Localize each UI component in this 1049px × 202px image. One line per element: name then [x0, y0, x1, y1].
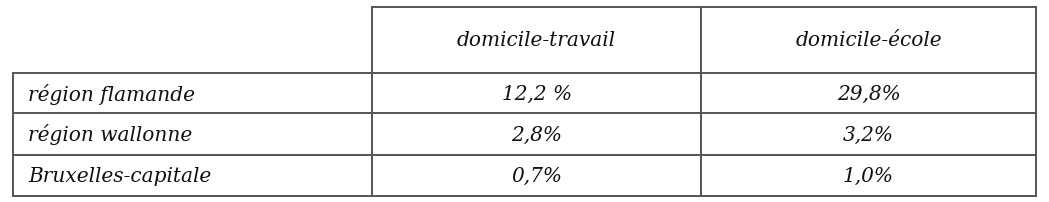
Text: région wallonne: région wallonne: [28, 124, 193, 145]
Text: 29,8%: 29,8%: [837, 84, 900, 103]
Text: 2,8%: 2,8%: [511, 125, 562, 144]
Text: 0,7%: 0,7%: [511, 166, 562, 185]
Text: 1,0%: 1,0%: [843, 166, 894, 185]
Text: domicile-travail: domicile-travail: [457, 31, 616, 50]
Text: 3,2%: 3,2%: [843, 125, 894, 144]
Text: domicile-école: domicile-école: [795, 31, 942, 50]
Text: région flamande: région flamande: [28, 83, 195, 104]
Text: Bruxelles-capitale: Bruxelles-capitale: [28, 166, 212, 185]
Text: 12,2 %: 12,2 %: [501, 84, 572, 103]
